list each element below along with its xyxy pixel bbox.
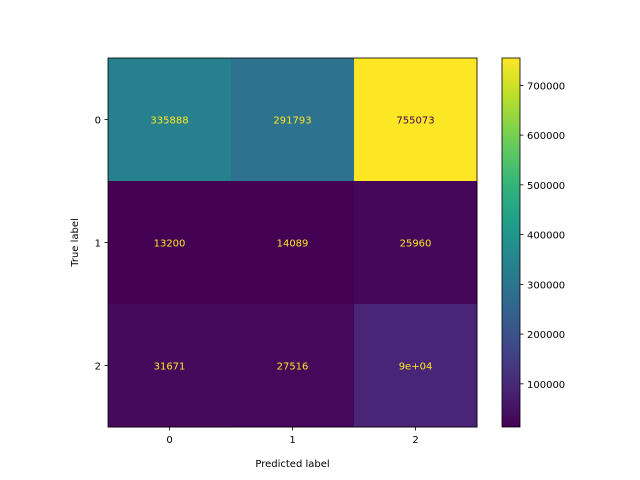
cell-value-label-r0-c2: 755073 [396, 116, 434, 127]
heatmap-cell-r0-c0 [108, 58, 232, 182]
cell-value-label-r0-c1: 291793 [273, 116, 311, 127]
colorbar-tick-label-2: 300000 [527, 280, 565, 291]
x-axis-ticks: 0 1 2 [166, 427, 419, 446]
colorbar-tick-label-4: 500000 [527, 181, 565, 192]
colorbar-tick-label-0: 100000 [527, 380, 565, 391]
x-tick-label-0: 0 [166, 435, 172, 446]
colorbar: 100000 200000 300000 400000 500000 600000 7000… [501, 57, 565, 428]
colorbar-tick-label-3: 400000 [527, 231, 565, 242]
heatmap-cell-r1-c1 [231, 181, 355, 305]
heatmap-cell-r1-c0 [108, 181, 232, 305]
heatmap-cell-labels: 335888 291793 755073 13200 14089 25960 31671 27… [150, 116, 434, 373]
heatmap-cell-r1-c2 [354, 181, 478, 305]
heatmap-cell-r2-c2 [354, 304, 478, 428]
x-tick-label-2: 2 [412, 435, 418, 446]
heatmap-cell-r0-c2 [354, 58, 478, 182]
x-tick-label-1: 1 [289, 435, 295, 446]
y-tick-label-2: 2 [95, 362, 101, 373]
x-axis-label: Predicted label [255, 459, 329, 470]
cell-value-label-r2-c1: 27516 [277, 362, 309, 373]
y-axis-ticks: 0 1 2 [95, 116, 108, 373]
cell-value-label-r1-c2: 25960 [400, 239, 432, 250]
heatmap-cells [108, 58, 478, 428]
cell-value-label-r1-c0: 13200 [154, 239, 186, 250]
heatmap-cell-r2-c0 [108, 304, 232, 428]
colorbar-gradient [501, 57, 521, 428]
heatmap-cell-r0-c1 [231, 58, 355, 182]
y-axis-label: True label [70, 218, 81, 268]
y-tick-label-0: 0 [95, 116, 101, 127]
y-tick-label-1: 1 [95, 239, 101, 250]
colorbar-tick-label-1: 200000 [527, 330, 565, 341]
cell-value-label-r1-c1: 14089 [277, 239, 309, 250]
colorbar-tick-label-6: 700000 [527, 81, 565, 92]
cell-value-label-r2-c0: 31671 [154, 362, 186, 373]
heatmap-cell-r2-c1 [231, 304, 355, 428]
cell-value-label-r0-c0: 335888 [150, 116, 188, 127]
colorbar-tick-label-5: 600000 [527, 131, 565, 142]
cell-value-label-r2-c2: 9e+04 [399, 362, 433, 373]
